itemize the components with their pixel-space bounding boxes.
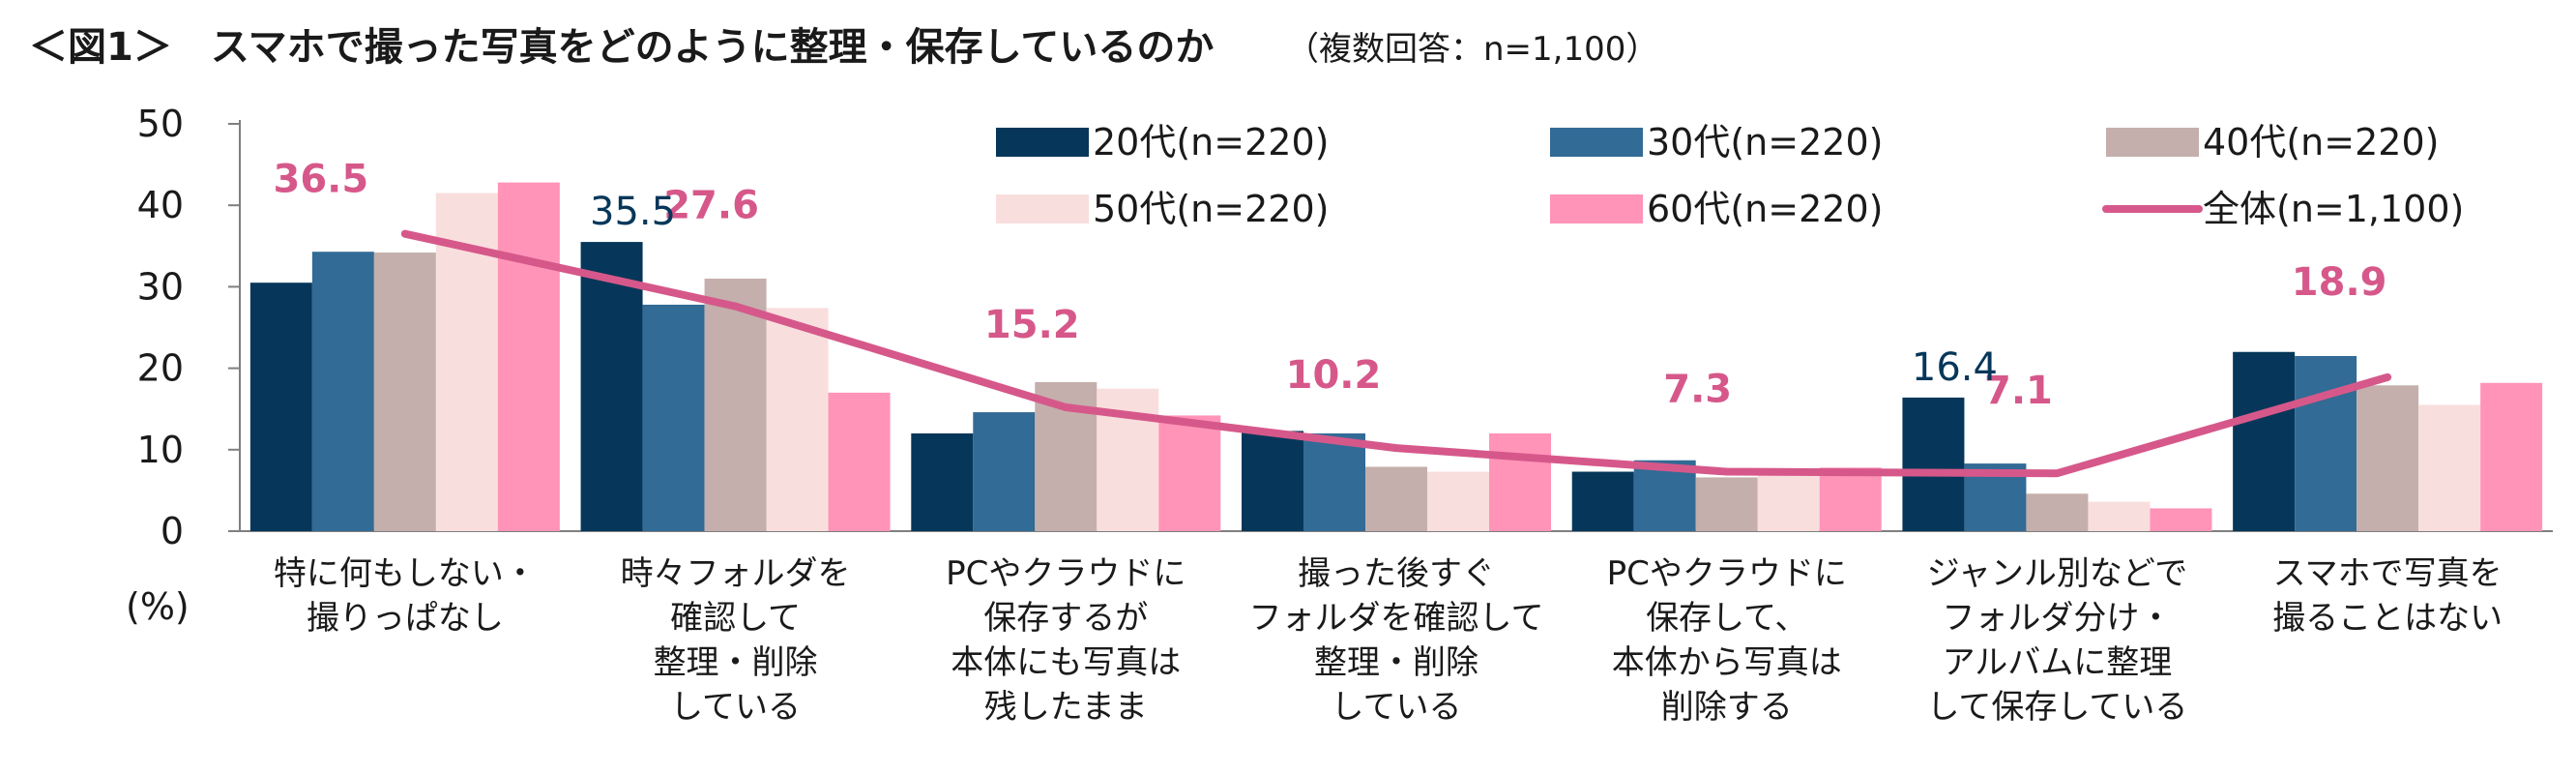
bar	[1757, 474, 1820, 531]
bar	[1158, 415, 1221, 531]
y-tick-label: 0	[161, 510, 184, 552]
bar	[1365, 466, 1427, 531]
bar	[1303, 432, 1365, 531]
y-tick-label: 30	[137, 265, 184, 308]
bar	[973, 412, 1036, 531]
bars	[249, 182, 2543, 531]
category-label: PCやクラウドに	[946, 554, 1186, 593]
total-data-label: 36.5	[274, 158, 369, 202]
category-label: 確認して	[670, 599, 801, 638]
bar	[828, 392, 891, 531]
bar	[2295, 355, 2357, 531]
category-label: 残したまま	[984, 688, 1148, 727]
total-data-label: 18.9	[2292, 260, 2387, 305]
legend-swatch	[996, 194, 1089, 223]
bar	[311, 252, 374, 531]
category-label: 撮った後すぐ	[1298, 554, 1495, 593]
legend-label: 60代(n=220)	[1647, 188, 1883, 230]
bar	[1695, 477, 1758, 531]
legend: 20代(n=220) 30代(n=220) 40代(n=220) 50代(n=220)…	[996, 121, 2464, 230]
bar	[1489, 432, 1551, 531]
legend-label: 全体(n=1,100)	[2203, 188, 2464, 230]
category-label: 本体にも写真は	[951, 643, 1181, 682]
category-label: フォルダを確認して	[1249, 599, 1544, 638]
y-tick-label: 40	[137, 184, 184, 226]
bar	[373, 253, 436, 531]
bar	[2356, 385, 2419, 531]
bar	[1902, 397, 1965, 531]
chart-title: ＜図1＞ スマホで撮った写真をどのように整理・保存しているのか	[29, 25, 1214, 70]
category-label: している	[1332, 688, 1462, 727]
bar	[1427, 471, 1489, 531]
category-label: している	[670, 688, 801, 727]
total-data-label: 27.6	[663, 184, 759, 228]
category-label: スマホで写真を	[2273, 554, 2503, 593]
total-line-layer	[400, 229, 2392, 478]
chart-subtitle: （複数回答：n=1,100）	[1286, 30, 1658, 69]
data-labels: 36.5 27.6 15.2 10.2 7.3 7.1 18.9 35.5 16.4	[274, 158, 2387, 414]
total-data-label: 15.2	[984, 303, 1080, 347]
total-line	[400, 229, 2392, 478]
category-label: 削除する	[1661, 688, 1793, 727]
bar	[2480, 382, 2543, 531]
y-tick-label: 20	[137, 347, 184, 390]
bar	[2026, 493, 2089, 531]
bar	[249, 283, 312, 531]
category-label: 保存して、	[1646, 599, 1807, 638]
category-label: 特に何もしない・	[274, 554, 537, 593]
bar	[1242, 431, 1303, 531]
bar	[580, 242, 643, 531]
category-label: 保存するが	[983, 599, 1148, 638]
bar	[2088, 501, 2151, 531]
category-label: して保存している	[1926, 688, 2187, 727]
category-label: アルバムに整理	[1943, 643, 2173, 682]
y-axis-unit: (%)	[126, 585, 190, 628]
bar	[911, 432, 974, 531]
category-label: 整理・削除	[654, 643, 818, 682]
total-data-label: 7.1	[1984, 369, 2053, 413]
bar	[2233, 351, 2296, 531]
bar	[766, 308, 829, 531]
series-data-label: 16.4	[1912, 345, 1998, 390]
legend-swatch	[996, 128, 1089, 157]
bar	[642, 304, 705, 531]
bar	[2150, 508, 2212, 531]
total-data-label: 7.3	[1663, 368, 1732, 412]
bar	[1819, 467, 1882, 531]
category-label: PCやクラウドに	[1607, 554, 1847, 593]
bar	[704, 278, 767, 531]
legend-label: 30代(n=220)	[1647, 121, 1883, 164]
series-data-label: 35.5	[590, 190, 676, 234]
legend-label: 40代(n=220)	[2203, 121, 2439, 164]
category-label: 本体から写真は	[1612, 643, 1842, 682]
category-label: 整理・削除	[1314, 643, 1478, 682]
category-label: 時々フォルダを	[621, 554, 851, 593]
bar	[1571, 471, 1634, 531]
category-label: 撮ることはない	[2272, 599, 2503, 638]
category-label: フォルダ分け・	[1942, 599, 2172, 638]
legend-label: 20代(n=220)	[1093, 121, 1329, 164]
y-tick-label: 50	[137, 103, 184, 145]
legend-swatch	[2106, 128, 2199, 157]
legend-swatch	[1550, 194, 1643, 223]
bar	[497, 182, 560, 531]
bar	[2418, 404, 2481, 531]
category-label: ジャンル別などで	[1927, 554, 2188, 593]
legend-label: 50代(n=220)	[1093, 188, 1329, 230]
total-data-label: 10.2	[1286, 353, 1382, 398]
legend-swatch	[1550, 128, 1643, 157]
y-tick-label: 10	[137, 429, 184, 471]
category-label: 撮りっぱなし	[307, 599, 504, 638]
